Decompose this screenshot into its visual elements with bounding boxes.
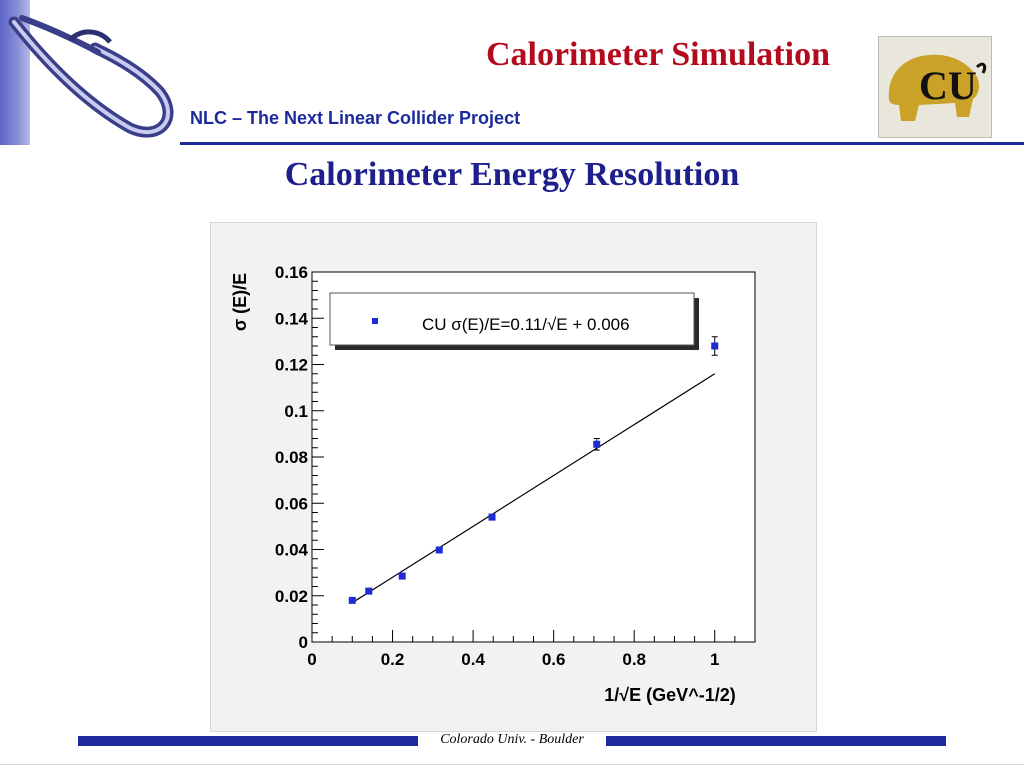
y-tick-label: 0.04 [275,541,309,560]
chart-heading: Calorimeter Energy Resolution [284,156,740,193]
footer-bar-left [78,736,418,746]
fit-line-group [351,373,716,604]
y-tick-label: 0.12 [275,356,308,375]
y-tick-label: 0 [299,633,308,652]
data-point [593,440,601,448]
x-axis-label: 1/√E (GeV^-1/2) [604,685,735,705]
data-point [348,596,356,604]
data-point [398,572,406,580]
footer-bar-right [606,736,946,746]
project-name: NLC – The Next Linear Collider Project [190,108,521,128]
x-tick-label: 0.2 [381,650,405,669]
svg-text:CU: CU [919,63,977,108]
data-point [435,546,443,554]
x-tick-label: 0.6 [542,650,566,669]
x-tick-label: 0.4 [461,650,485,669]
cu-buffalo-logo: CU [878,36,992,138]
y-tick-label: 0.1 [284,402,308,421]
footer-text: Colorado Univ. - Boulder [440,732,584,747]
bottom-rule [0,764,1024,765]
x-tick-label: 1 [710,650,719,669]
chart-ticks: 0 0.2 0.4 0.6 0.8 1 0 0.02 0.04 0.06 0.08 0.1 0.12 0.… [275,263,756,669]
data-point [365,587,373,595]
data-points [348,336,719,604]
data-point [711,342,719,350]
x-tick-label: 0 [307,650,316,669]
y-tick-label: 0.06 [275,494,308,513]
header-divider [180,142,1024,145]
legend-marker [372,318,378,324]
y-tick-label: 0.16 [275,263,308,282]
y-tick-label: 0.02 [275,587,308,606]
nlc-swoosh-logo [8,15,174,138]
x-tick-label: 0.8 [622,650,646,669]
slide-title: Calorimeter Simulation [485,36,830,73]
y-tick-label: 0.14 [275,309,309,328]
y-tick-label: 0.08 [275,448,308,467]
resolution-chart: 0 0.2 0.4 0.6 0.8 1 0 0.02 0.04 0.06 0.08 0.1 0.12 0.… [230,263,756,705]
y-axis-label: σ (E)/E [230,273,250,331]
legend-box: CU σ(E)/E=0.11/√E + 0.006 [329,292,699,350]
legend-label: CU σ(E)/E=0.11/√E + 0.006 [422,315,630,334]
data-point [488,513,496,521]
fit-line [351,373,716,604]
